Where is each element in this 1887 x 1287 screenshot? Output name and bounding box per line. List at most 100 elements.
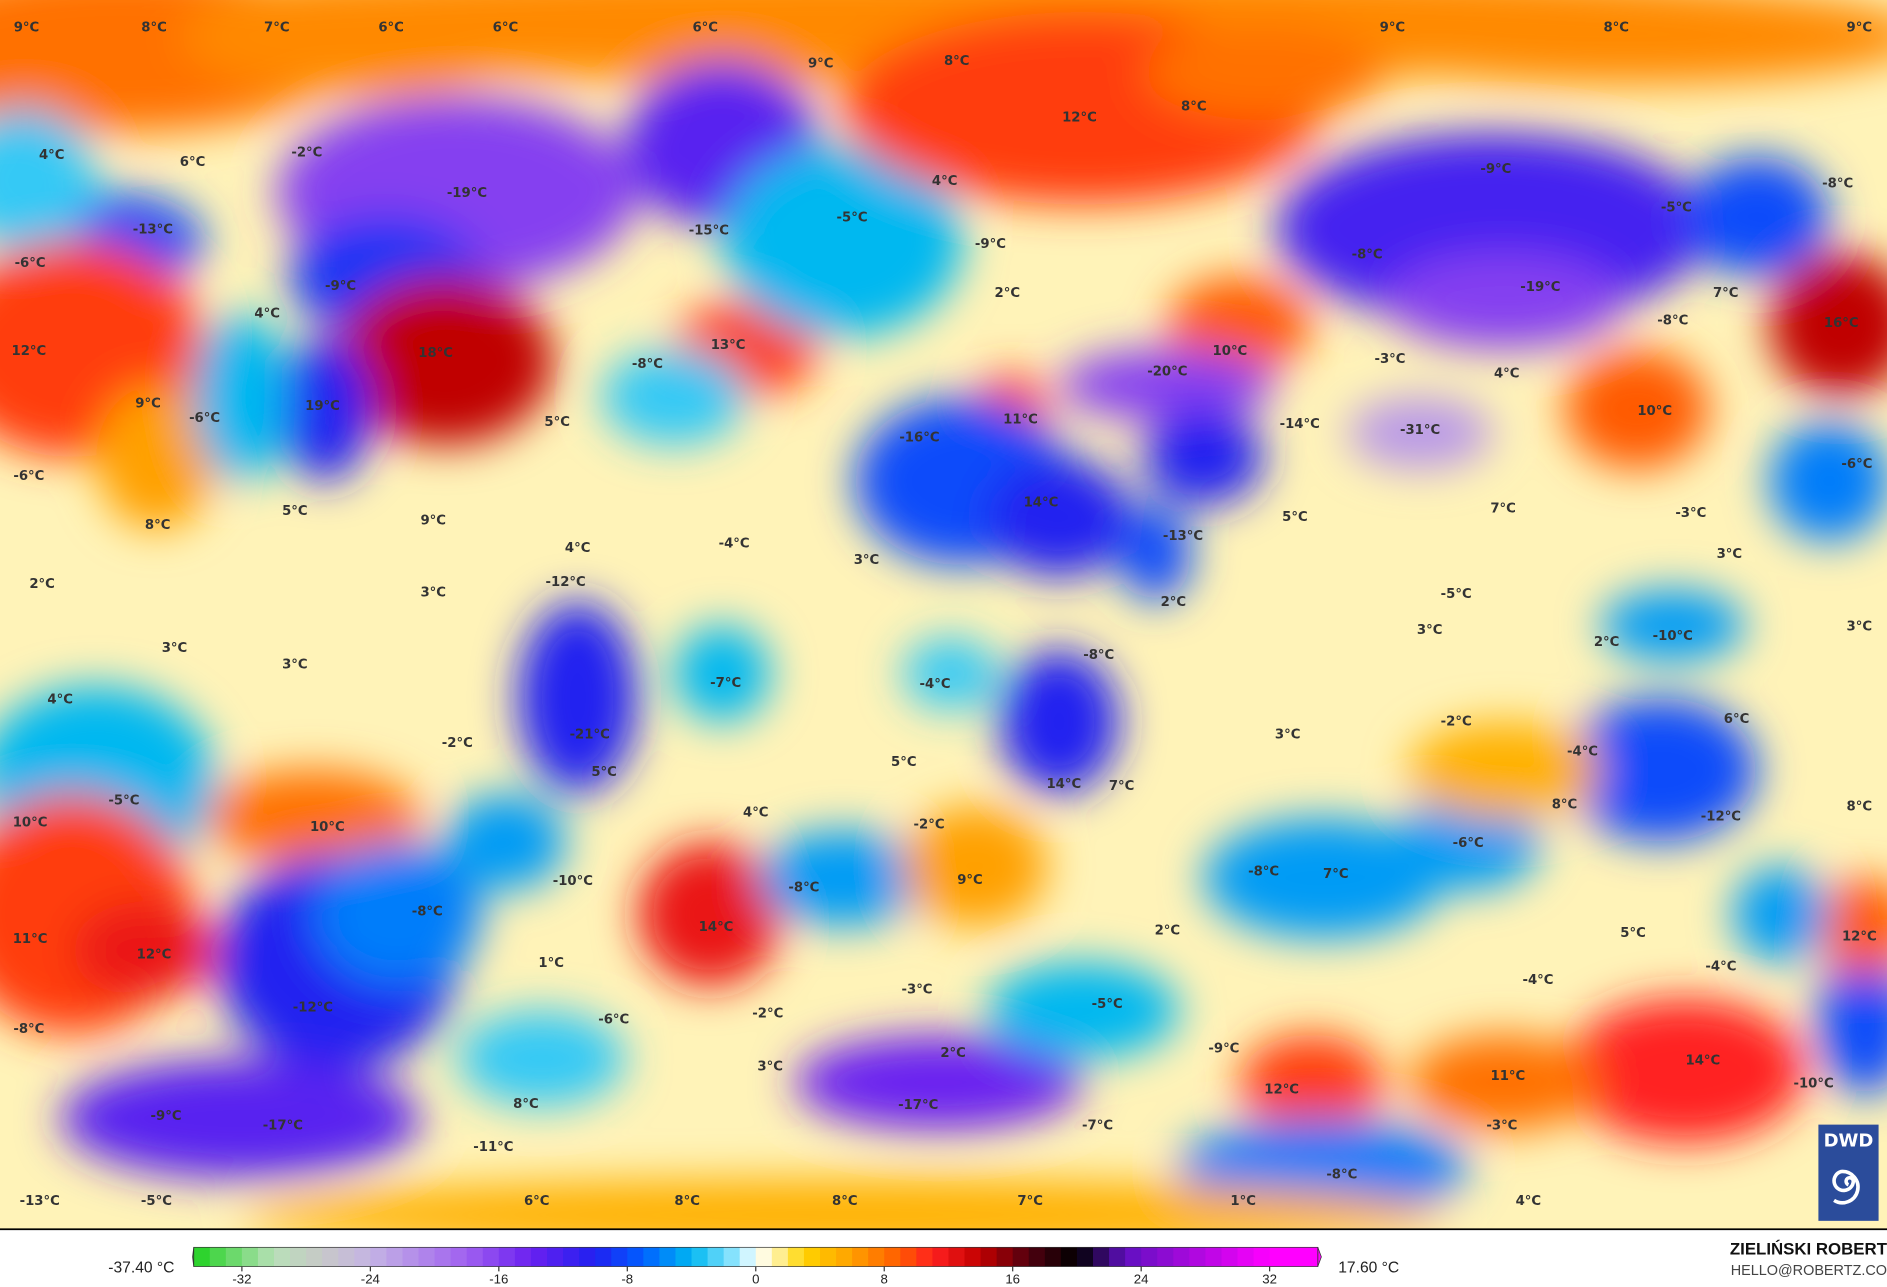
colorbar-segment xyxy=(707,1247,725,1267)
temperature-label: 4°C xyxy=(39,148,65,163)
colorbar-segment xyxy=(771,1247,789,1267)
temperature-label: 7°C xyxy=(1017,1194,1043,1209)
temperature-region xyxy=(517,601,638,794)
temperature-label: -7°C xyxy=(710,676,741,691)
temperature-label: 12°C xyxy=(137,948,172,963)
temperature-region xyxy=(998,649,1120,794)
temperature-label: -17°C xyxy=(898,1098,938,1113)
temperature-label: 7°C xyxy=(1109,779,1135,794)
temperature-label: -9°C xyxy=(1480,162,1511,177)
colorbar-segment xyxy=(563,1247,580,1267)
colorbar-tick-label: 16 xyxy=(1005,1271,1020,1286)
temperature-label: 7°C xyxy=(1713,286,1739,301)
temperature-label: -5°C xyxy=(1092,997,1123,1012)
temperature-label: 3°C xyxy=(282,658,308,673)
colorbar-segment xyxy=(948,1247,966,1267)
temperature-region xyxy=(1059,348,1276,421)
temperature-region xyxy=(902,805,1047,927)
colorbar-segment xyxy=(579,1247,596,1267)
temperature-label: 3°C xyxy=(1717,547,1743,562)
temperature-label: -12°C xyxy=(293,1001,333,1016)
temperature-label: 6°C xyxy=(692,20,718,35)
temperature-label: -19°C xyxy=(1520,280,1560,295)
colorbar-segment xyxy=(932,1247,950,1267)
temperature-label: -3°C xyxy=(1486,1118,1517,1133)
colorbar-segment xyxy=(659,1247,677,1267)
temperature-region xyxy=(1119,505,1192,602)
temperature-label: -8°C xyxy=(1083,648,1114,663)
colorbar-segment xyxy=(498,1247,516,1267)
temperature-label: 14°C xyxy=(1686,1053,1721,1068)
colorbar-segment xyxy=(514,1247,532,1267)
temperature-label: 5°C xyxy=(891,755,917,770)
temperature-label: -2°C xyxy=(291,145,322,160)
temperature-label: 9°C xyxy=(420,513,446,528)
colorbar-segment xyxy=(1189,1247,1207,1267)
temperature-region xyxy=(72,902,217,999)
temperature-region xyxy=(1817,878,1887,975)
temperature-region xyxy=(1769,420,1887,542)
temperature-label: 10°C xyxy=(13,815,48,830)
temperature-region xyxy=(1564,348,1709,470)
colorbar-segment xyxy=(1092,1247,1110,1267)
temperature-field xyxy=(0,0,1887,1230)
colorbar-tick-label: 0 xyxy=(752,1271,759,1286)
temperature-region xyxy=(902,637,999,710)
colorbar-tick-label: -32 xyxy=(232,1271,251,1286)
temperature-label: -8°C xyxy=(13,1022,44,1037)
temperature-labels: 9°C 8°C 7°C 6°C 6°C 6°C 9°C 8°C 9°C 9°C 8°C 12°C 8°C… xyxy=(12,20,1877,1209)
colorbar-segment xyxy=(290,1247,307,1267)
colorbar-segment xyxy=(450,1247,468,1267)
temperature-label: -6°C xyxy=(189,411,220,426)
temperature-region xyxy=(1143,408,1264,506)
temperature-region xyxy=(336,276,554,446)
temperature-label: 8°C xyxy=(145,518,171,533)
temperature-label: -12°C xyxy=(546,575,586,590)
colorbar-segment xyxy=(675,1247,693,1267)
temperature-label: 8°C xyxy=(1603,20,1629,35)
temperature-label: 3°C xyxy=(420,586,446,601)
temperature-label: -16°C xyxy=(899,430,939,445)
colorbar-segment xyxy=(434,1247,452,1267)
colorbar-segment xyxy=(595,1247,612,1267)
temperature-label: -13°C xyxy=(1163,529,1203,544)
temperature-label: 9°C xyxy=(135,397,161,412)
temperature-region xyxy=(1167,276,1312,373)
temperature-region xyxy=(1323,0,1887,85)
colorbar-segment xyxy=(257,1247,275,1267)
temperature-label: 8°C xyxy=(513,1097,539,1112)
temperature-label: 9°C xyxy=(1847,20,1873,35)
temperature-region xyxy=(445,793,566,891)
temperature-region xyxy=(986,457,1132,578)
credit-email: HELLO@ROBERTZ.CO xyxy=(1731,1263,1887,1279)
colorbar-segment xyxy=(643,1247,661,1267)
colorbar-segment xyxy=(755,1247,773,1267)
temperature-label: 9°C xyxy=(1380,20,1406,35)
temperature-region xyxy=(1239,1034,1384,1131)
colorbar-segment xyxy=(900,1247,917,1267)
colorbar-segment xyxy=(723,1247,741,1267)
temperature-label: 4°C xyxy=(565,541,591,556)
colorbar-segment xyxy=(338,1247,355,1267)
temperature-label: -6°C xyxy=(1453,836,1484,851)
colorbar-segment xyxy=(1012,1247,1030,1267)
temperature-region xyxy=(1769,252,1887,397)
temperature-label: -8°C xyxy=(1822,177,1853,192)
temperature-region xyxy=(1143,24,1384,121)
temperature-region xyxy=(0,108,97,253)
colorbar-segment xyxy=(1109,1247,1126,1267)
temperature-region xyxy=(1203,817,1445,939)
temperature-region xyxy=(758,829,927,927)
temperature-region xyxy=(180,0,542,97)
temperature-label: 4°C xyxy=(1494,367,1520,382)
temperature-label: 4°C xyxy=(47,693,73,708)
temperature-label: -4°C xyxy=(719,536,750,551)
temperature-label: -11°C xyxy=(473,1140,513,1155)
temperature-region xyxy=(60,1058,422,1179)
colorbar-segment xyxy=(1076,1247,1094,1267)
temperature-label: 11°C xyxy=(1003,412,1038,427)
temperature-label: -8°C xyxy=(1352,248,1383,263)
colorbar-segment xyxy=(819,1247,837,1267)
temperature-label: 8°C xyxy=(141,20,167,35)
